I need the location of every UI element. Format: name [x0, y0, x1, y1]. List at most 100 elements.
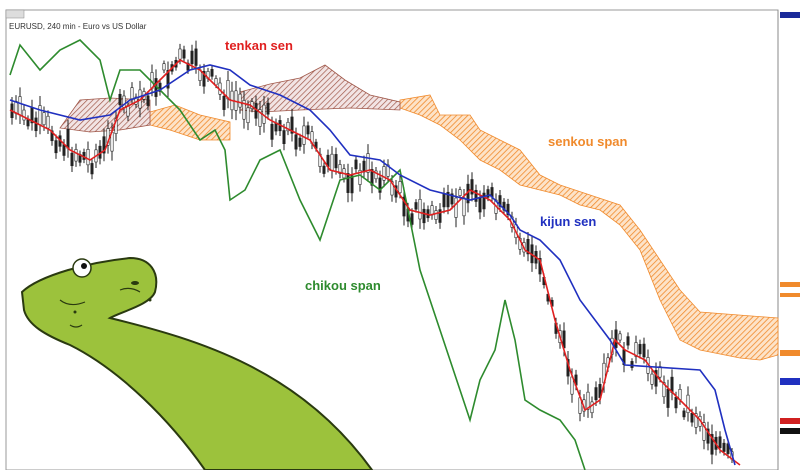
candle-body [386, 164, 390, 177]
candle-body [446, 191, 450, 208]
candle-body [338, 164, 342, 175]
candle-body [362, 160, 366, 173]
candle-body [718, 436, 722, 449]
candle-body [346, 173, 350, 193]
chikou-label: chikou span [305, 278, 381, 293]
candle-body [630, 361, 634, 368]
candle-body [722, 442, 726, 452]
candle-body [642, 343, 646, 358]
candle-body [454, 197, 458, 218]
candle-body [126, 106, 130, 117]
candle-body [374, 170, 378, 180]
candle-body [258, 109, 262, 127]
candle-body [34, 117, 38, 132]
candle-body [50, 130, 54, 142]
candle-body [266, 102, 270, 115]
candle-body [38, 105, 42, 125]
tenkan-label: tenkan sen [225, 38, 293, 53]
candle-body [282, 130, 286, 145]
candle-body [690, 412, 694, 423]
candle-body [382, 166, 386, 181]
candle-body [210, 69, 214, 77]
chikou-line [9, 39, 586, 470]
candle-body [706, 428, 710, 444]
candle-body [702, 422, 706, 441]
candle-body [298, 137, 302, 147]
candle-body [246, 107, 250, 124]
candle-body [302, 125, 306, 145]
candle-body [46, 115, 50, 129]
candle-body [526, 239, 530, 255]
candle-body [182, 49, 186, 59]
candle-body [202, 70, 206, 87]
tenkan-line [9, 59, 741, 466]
candle-body [674, 396, 678, 409]
candle-body [458, 189, 462, 196]
candle-body [434, 210, 438, 220]
candle-body [294, 134, 298, 150]
candle-body [42, 112, 46, 126]
candle-body [146, 95, 150, 106]
candle-body [70, 152, 74, 167]
plot-frame [5, 9, 779, 470]
candle-body [662, 382, 666, 398]
candle-body [686, 394, 690, 414]
candle-body [90, 163, 94, 175]
corner-tab [5, 9, 25, 19]
candle-body [654, 370, 658, 387]
candle-body [286, 121, 290, 132]
candle-body [270, 123, 274, 140]
candle-body [222, 95, 226, 110]
candle-body [54, 140, 58, 154]
candle-body [306, 125, 310, 135]
candle-body [74, 149, 78, 162]
candle-body [334, 154, 338, 169]
candle-body [322, 165, 326, 174]
candle-body [502, 201, 506, 211]
candle-body [330, 153, 334, 171]
candle-body [62, 144, 66, 156]
candle-body [350, 175, 354, 194]
symbol-label: EURUSD, 240 min - Euro vs US Dollar [9, 22, 147, 31]
candle-body [158, 82, 162, 92]
candle-body [442, 193, 446, 208]
candle-body [474, 189, 478, 202]
candle-body [634, 342, 638, 357]
cartoon-creature [20, 256, 374, 470]
candle-body [166, 70, 170, 89]
right-axis [777, 10, 800, 470]
candle-body [130, 87, 134, 99]
candle-body [422, 208, 426, 224]
candle-body [290, 116, 294, 134]
candle-body [190, 50, 194, 65]
candle-body [618, 333, 622, 341]
candle-body [370, 169, 374, 186]
candle-body [650, 373, 654, 385]
candle-body [194, 48, 198, 66]
kijun-label: kijun sen [540, 214, 596, 229]
candle-body [694, 413, 698, 428]
candle-body [22, 109, 26, 121]
candle-body [594, 387, 598, 401]
candle-body [102, 136, 106, 154]
candle-body [358, 170, 362, 185]
candle-body [366, 153, 370, 173]
candle-body [498, 195, 502, 207]
candle-body [710, 434, 714, 455]
candle-body [450, 193, 454, 205]
candle-body [482, 192, 486, 210]
candle-body [414, 202, 418, 210]
candle-body [178, 48, 182, 60]
candle-body [682, 410, 686, 418]
candle-body [242, 100, 246, 120]
candle-body [438, 209, 442, 223]
candle-body [18, 96, 22, 116]
candle-body [614, 329, 618, 348]
candle-body [410, 213, 414, 225]
candle-body [378, 177, 382, 193]
candle-body [86, 149, 90, 166]
candle-body [118, 93, 122, 106]
candle-body [66, 128, 70, 149]
